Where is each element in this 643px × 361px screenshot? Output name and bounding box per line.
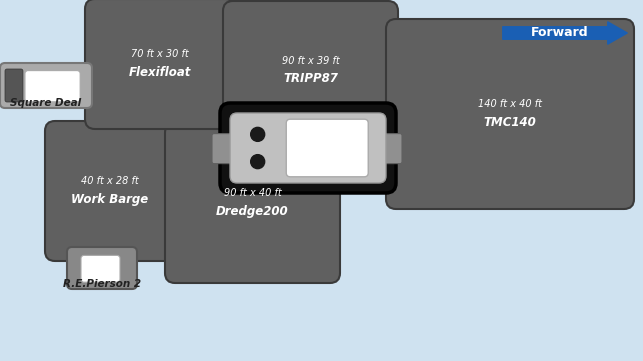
FancyBboxPatch shape	[81, 255, 120, 282]
FancyBboxPatch shape	[5, 69, 23, 102]
Text: Flexifloat: Flexifloat	[129, 65, 191, 78]
Text: TMC140: TMC140	[484, 116, 536, 129]
Text: R.E.Pierson 2: R.E.Pierson 2	[63, 279, 141, 289]
FancyBboxPatch shape	[223, 1, 398, 141]
FancyBboxPatch shape	[25, 71, 80, 102]
Circle shape	[251, 127, 265, 142]
FancyBboxPatch shape	[230, 113, 386, 183]
Text: 40 ft x 28 ft: 40 ft x 28 ft	[81, 176, 139, 186]
Text: 70 ft x 30 ft: 70 ft x 30 ft	[131, 49, 189, 59]
FancyBboxPatch shape	[45, 121, 175, 261]
Circle shape	[251, 155, 265, 169]
Text: 90 ft x 39 ft: 90 ft x 39 ft	[282, 56, 340, 66]
Text: 90 ft x 40 ft: 90 ft x 40 ft	[224, 188, 282, 198]
FancyArrowPatch shape	[503, 22, 627, 44]
FancyBboxPatch shape	[0, 63, 92, 108]
Text: Dredge200: Dredge200	[216, 204, 289, 217]
FancyBboxPatch shape	[212, 134, 236, 164]
Text: 140 ft x 40 ft: 140 ft x 40 ft	[478, 99, 542, 109]
Text: TRIPP87: TRIPP87	[283, 73, 338, 86]
FancyBboxPatch shape	[386, 19, 634, 209]
FancyBboxPatch shape	[380, 134, 402, 164]
FancyBboxPatch shape	[67, 247, 137, 289]
FancyBboxPatch shape	[220, 103, 396, 193]
FancyBboxPatch shape	[286, 119, 368, 177]
FancyBboxPatch shape	[85, 0, 235, 129]
Text: Square Deal: Square Deal	[10, 98, 82, 108]
FancyBboxPatch shape	[165, 123, 340, 283]
Text: Forward: Forward	[531, 26, 588, 39]
Text: Work Barge: Work Barge	[71, 192, 149, 205]
